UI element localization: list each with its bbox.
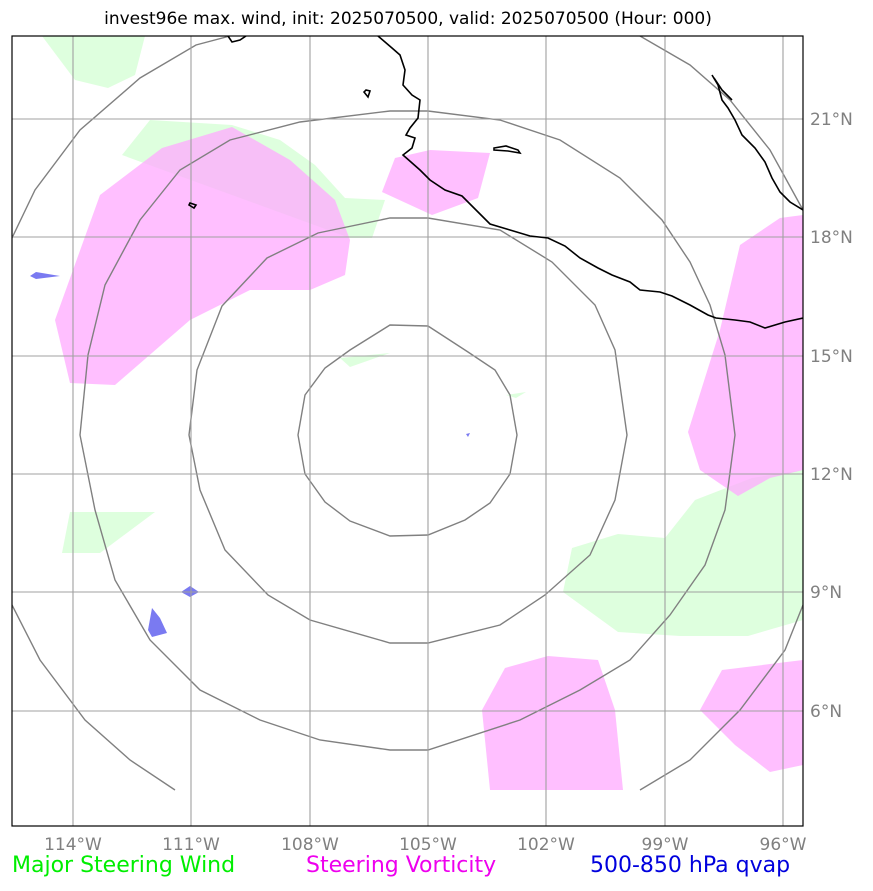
range-ring-largest xyxy=(12,36,803,791)
gridlines xyxy=(12,36,803,826)
baja-tip xyxy=(227,36,247,43)
range-ring-middle xyxy=(188,217,628,644)
range-ring-inner xyxy=(297,324,518,537)
lon-tick-labels: 114°W 111°W 108°W 105°W 102°W 99°W 96°W xyxy=(44,835,807,855)
lat-tick-label: 12°N xyxy=(810,465,853,485)
vorticity-area-northwest xyxy=(55,127,350,385)
wind-area-east xyxy=(563,470,803,636)
lon-tick-label: 102°W xyxy=(517,835,575,855)
gulf-coast xyxy=(711,74,803,211)
island-tres-marias xyxy=(362,89,372,99)
legend-steering-vorticity: Steering Vorticity xyxy=(306,853,497,878)
steering-vorticity-areas xyxy=(55,127,803,790)
vorticity-area-southeast xyxy=(700,660,803,772)
qvap-area-southwest-2 xyxy=(148,608,167,637)
lat-tick-label: 6°N xyxy=(810,702,842,722)
range-rings xyxy=(12,36,803,791)
wind-area-center-east xyxy=(506,392,526,398)
wind-area-center xyxy=(340,353,390,367)
plot-frame xyxy=(11,35,804,827)
qvap-area-center xyxy=(466,433,470,437)
island-socorro xyxy=(187,202,198,210)
legend-qvap: 500-850 hPa qvap xyxy=(590,853,791,878)
lon-tick-label: 99°W xyxy=(642,835,689,855)
lat-tick-label: 9°N xyxy=(810,583,842,603)
gulf-coast-inlet xyxy=(713,77,733,101)
vorticity-area-south xyxy=(482,656,623,790)
mexico-coast xyxy=(377,36,803,329)
lon-tick-label: 105°W xyxy=(399,835,457,855)
lon-tick-label: 114°W xyxy=(44,835,102,855)
map-title: invest96e max. wind, init: 2025070500, v… xyxy=(104,9,712,29)
vorticity-area-north xyxy=(382,150,490,215)
lat-tick-labels: 21°N 18°N 15°N 12°N 9°N 6°N xyxy=(810,110,853,722)
coastline xyxy=(187,36,803,329)
lat-tick-label: 18°N xyxy=(810,228,853,248)
lon-tick-label: 111°W xyxy=(162,835,220,855)
lat-tick-label: 15°N xyxy=(810,347,853,367)
range-ring-outer xyxy=(79,110,736,751)
lake-chapala xyxy=(493,145,522,155)
qvap-area-west xyxy=(30,272,60,279)
wind-area-west xyxy=(62,512,155,553)
wind-area-nw xyxy=(42,36,145,88)
legend-steering-wind: Major Steering Wind xyxy=(12,853,236,878)
qvap-areas xyxy=(30,272,470,637)
lon-tick-label: 108°W xyxy=(281,835,339,855)
lat-tick-label: 21°N xyxy=(810,110,853,130)
lon-tick-label: 96°W xyxy=(760,835,807,855)
